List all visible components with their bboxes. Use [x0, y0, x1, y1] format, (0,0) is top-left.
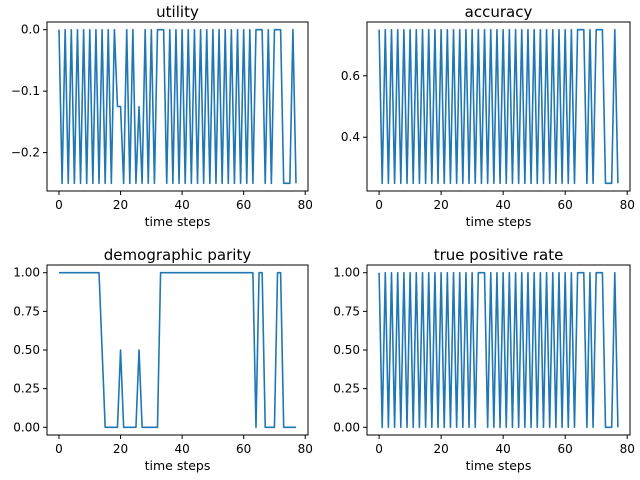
x-tick-label: 20 — [433, 198, 448, 212]
y-tick-label: −0.2 — [11, 146, 40, 160]
x-axis-label: time steps — [466, 214, 532, 229]
y-tick-label: 0.50 — [13, 343, 40, 357]
chart-panel-utility: 0 20 40 60 80 0.0 −0.1 −0.2 utility time steps — [11, 3, 313, 229]
x-tick-label: 0 — [375, 442, 383, 456]
chart-panel-accuracy: 0 20 40 60 80 0.4 0.6 accuracy time steps — [341, 3, 635, 229]
y-tick-label: 0.00 — [333, 420, 360, 434]
chart-panel-demographic-parity: 0 20 40 60 80 0.00 0.25 0.50 0.75 1.00 demographic… — [13, 246, 313, 473]
x-axis-label: time steps — [466, 458, 532, 473]
y-tick-label: 0.0 — [21, 23, 40, 37]
series-line-demographic-parity — [59, 271, 296, 429]
chart-title: true positive rate — [434, 246, 564, 264]
x-tick-label: 20 — [113, 442, 128, 456]
y-tick-label: 0.00 — [13, 420, 40, 434]
y-tick-label: 1.00 — [333, 266, 360, 280]
axes-frame — [46, 264, 309, 436]
x-tick-label: 60 — [558, 198, 573, 212]
y-tick-label: 0.25 — [333, 382, 360, 396]
axes-frame — [46, 21, 309, 192]
series-line-true-positive-rate — [378, 271, 619, 429]
x-tick-label: 40 — [496, 442, 511, 456]
y-tick-label: 0.4 — [341, 130, 360, 144]
y-tick-label: 1.00 — [13, 266, 40, 280]
y-tick-label: 0.50 — [333, 343, 360, 357]
x-tick-label: 40 — [496, 198, 511, 212]
y-tick-label: 0.75 — [333, 304, 360, 318]
chart-title: demographic parity — [104, 246, 252, 264]
y-tick-label: 0.75 — [13, 304, 40, 318]
chart-title: utility — [156, 3, 199, 21]
x-tick-label: 40 — [174, 198, 189, 212]
x-tick-label: 20 — [433, 442, 448, 456]
chart-title: accuracy — [465, 3, 533, 21]
x-tick-label: 60 — [558, 442, 573, 456]
y-tick-label: −0.1 — [11, 84, 40, 98]
axes-frame — [366, 21, 631, 192]
x-tick-label: 80 — [298, 198, 313, 212]
x-tick-label: 60 — [236, 442, 251, 456]
x-tick-label: 0 — [375, 198, 383, 212]
x-tick-label: 0 — [55, 198, 63, 212]
x-tick-label: 20 — [113, 198, 128, 212]
x-tick-label: 0 — [55, 442, 63, 456]
x-tick-label: 80 — [298, 442, 313, 456]
x-tick-label: 40 — [174, 442, 189, 456]
y-tick-label: 0.6 — [341, 69, 360, 83]
x-axis-label: time steps — [145, 458, 211, 473]
x-tick-label: 80 — [620, 198, 635, 212]
y-tick-label: 0.25 — [13, 382, 40, 396]
x-tick-label: 60 — [236, 198, 251, 212]
series-line-utility — [58, 28, 297, 185]
series-line-accuracy — [378, 28, 619, 185]
x-tick-label: 80 — [620, 442, 635, 456]
chart-panel-true-positive-rate: 0 20 40 60 80 0.00 0.25 0.50 0.75 1.00 true positi… — [333, 246, 635, 473]
x-axis-label: time steps — [145, 214, 211, 229]
